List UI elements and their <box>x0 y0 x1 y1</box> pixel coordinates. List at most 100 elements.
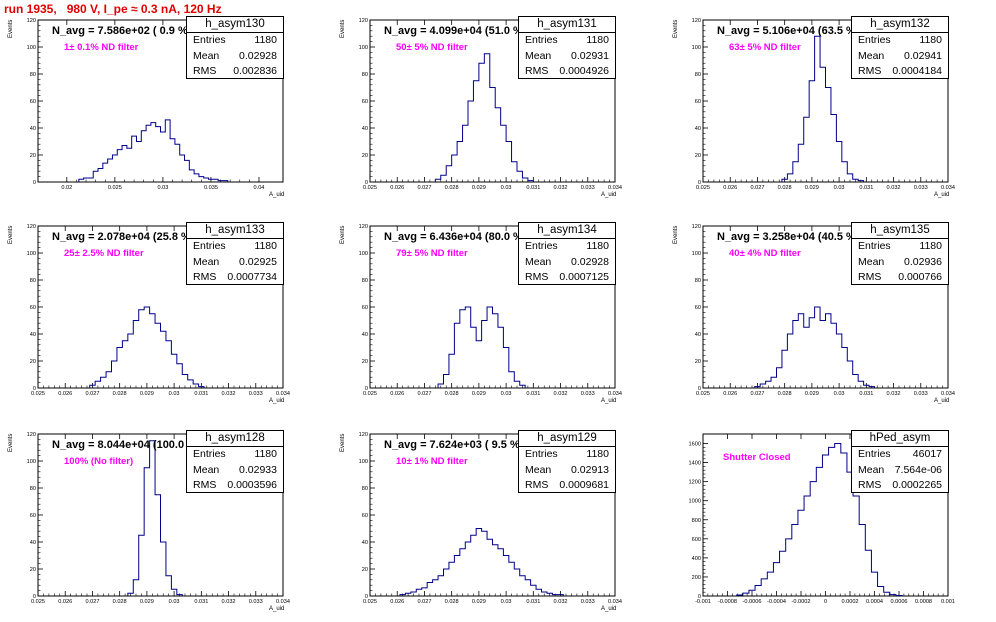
y-tick-label: 60 <box>30 305 36 311</box>
histogram-bin <box>522 178 527 182</box>
histogram-bin <box>871 572 877 596</box>
histogram-bin <box>166 341 171 388</box>
histogram-bin <box>509 372 514 388</box>
n-avg-label: N_avg = 8.044e+04 (100.0 %) <box>52 439 201 451</box>
histogram-bin <box>767 572 773 596</box>
histogram-bin <box>161 132 166 182</box>
histogram-bin <box>106 372 111 388</box>
x-tick-label: 0.03 <box>501 391 512 397</box>
histogram-bin <box>498 549 503 596</box>
x-tick-label: 0.033 <box>581 391 595 397</box>
stats-label: Entries <box>193 448 226 460</box>
y-tick-label: 80 <box>695 72 701 78</box>
stats-value-entries: 46017 <box>912 448 942 460</box>
stats-value-mean: 0.02913 <box>571 463 609 476</box>
stats-label: Mean <box>858 49 885 62</box>
y-tick-label: 0 <box>698 386 701 392</box>
histogram-bin <box>133 321 138 389</box>
histogram-bin <box>835 444 841 596</box>
x-tick-label: 0.032 <box>222 599 236 605</box>
histogram-bin <box>444 569 449 596</box>
histogram-bin <box>465 542 470 596</box>
stats-label: RMS <box>858 65 882 77</box>
y-tick-label: 40 <box>30 540 36 546</box>
x-tick-label: 0.03 <box>169 599 180 605</box>
n-avg-label: N_avg = 5.106e+04 (63.5 %) <box>717 25 860 37</box>
histogram-bin <box>435 179 440 182</box>
x-tick-label: 0.029 <box>805 185 819 191</box>
histogram-plot: 0.02 0.025 0.03 0.035 0.04 0 20 40 60 80 100 120 <box>27 18 284 191</box>
stats-label: Entries <box>525 34 558 46</box>
stats-label: Entries <box>193 240 226 252</box>
histogram-bin <box>517 171 522 182</box>
histogram-bin <box>427 583 432 597</box>
histogram-bin <box>836 334 841 388</box>
x-tick-label: -0.001 <box>695 599 711 605</box>
histogram-bin <box>400 595 405 596</box>
histogram-bin <box>188 380 193 388</box>
histogram-bin <box>128 334 133 388</box>
y-tick-label: 100 <box>27 251 36 257</box>
stats-row-mean: Mean 0.02913 <box>519 463 615 479</box>
x-tick-label: 0.001 <box>941 599 955 605</box>
stats-label: Entries <box>525 240 558 252</box>
stats-label: RMS <box>193 65 217 77</box>
y-tick-label: 0 <box>365 180 368 186</box>
stats-value-mean: 0.02933 <box>239 463 277 476</box>
stats-row-rms: RMS 0.0004184 <box>852 64 948 80</box>
histogram-bin <box>150 441 155 596</box>
histogram-bin <box>842 348 847 389</box>
y-axis-label: Events <box>340 225 346 244</box>
histogram-bin <box>460 549 465 596</box>
stats-value-rms: 0.0009681 <box>559 479 609 491</box>
histogram-bin <box>476 529 481 597</box>
y-tick-label: 1000 <box>689 499 701 505</box>
y-tick-label: 0 <box>33 386 36 392</box>
y-tick-label: 40 <box>30 332 36 338</box>
histogram-bin <box>766 381 771 388</box>
y-tick-label: 20 <box>695 153 701 159</box>
histogram-bin <box>804 327 809 388</box>
x-tick-label: 0.032 <box>222 391 236 397</box>
histogram-bin <box>498 327 503 388</box>
histogram-bin <box>170 139 175 182</box>
stats-value-rms: 0.0007125 <box>559 271 609 283</box>
stats-value-rms: 0.002836 <box>233 65 277 77</box>
stats-box: h_asym134 Entries 1180 Mean 0.02928 RMS 0.0007… <box>518 222 616 285</box>
histogram-plot: 0.025 0.026 0.027 0.028 0.029 0.03 0.031 0.032 0… <box>359 432 622 605</box>
histogram-bin <box>547 593 552 596</box>
histogram-bin <box>503 556 508 597</box>
x-tick-label: 0.027 <box>750 391 764 397</box>
histogram-bin <box>199 177 204 182</box>
histogram-bin <box>831 323 836 388</box>
y-tick-label: 60 <box>362 305 368 311</box>
histogram-name: h_asym133 <box>187 223 283 239</box>
histogram-bin <box>108 159 113 182</box>
y-tick-label: 80 <box>30 486 36 492</box>
n-avg-label: N_avg = 3.258e+04 (40.5 %) <box>717 231 860 243</box>
histogram-bin <box>487 307 492 388</box>
x-tick-label: 0.029 <box>472 391 486 397</box>
stats-box: h_asym135 Entries 1180 Mean 0.02936 RMS 0.0007… <box>851 222 949 285</box>
histogram-bin <box>133 580 138 596</box>
stats-row-mean: Mean 0.02933 <box>187 463 283 479</box>
y-tick-label: 60 <box>362 513 368 519</box>
filter-label: Shutter Closed <box>723 452 791 463</box>
histogram-bin <box>536 589 541 596</box>
histogram-bin <box>773 563 779 596</box>
stats-label: RMS <box>193 271 217 283</box>
stats-value-rms: 0.0003596 <box>227 479 277 491</box>
filter-label: 40± 4% ND filter <box>729 248 801 259</box>
x-tick-label: 0.03 <box>834 185 845 191</box>
stats-label: Mean <box>193 463 220 476</box>
histogram-bin <box>438 384 443 388</box>
x-tick-label: 0.031 <box>526 599 540 605</box>
histogram-bin <box>743 593 749 596</box>
y-tick-label: 0 <box>33 180 36 186</box>
histogram-bin <box>525 580 530 596</box>
histogram-bin <box>189 170 194 182</box>
y-tick-label: 20 <box>30 567 36 573</box>
x-tick-label: 0.028 <box>445 599 459 605</box>
histogram-bin <box>761 579 767 596</box>
histogram-pad-h_asym132: 0.025 0.026 0.027 0.028 0.029 0.03 0.031 0.032 0… <box>673 16 955 198</box>
